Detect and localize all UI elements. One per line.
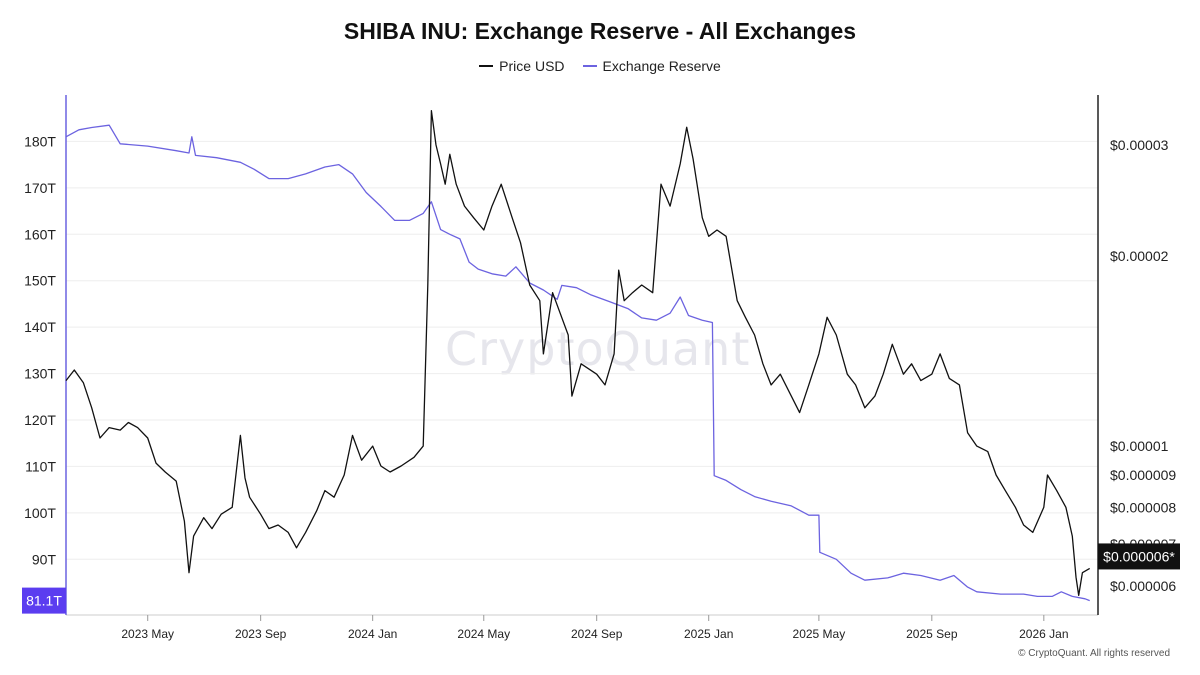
x-tick-label: 2024 Sep (571, 627, 623, 641)
y-right-tick-label: $0.000008 (1110, 499, 1176, 515)
x-tick-label: 2023 May (121, 627, 174, 641)
x-tick-label: 2025 May (793, 627, 846, 641)
x-tick-label: 2026 Jan (1019, 627, 1068, 641)
y-left-tick-label: 180T (24, 133, 56, 149)
x-tick-label: 2024 May (457, 627, 510, 641)
legend: Price USD Exchange Reserve (0, 58, 1200, 74)
legend-item-reserve[interactable]: Exchange Reserve (582, 58, 721, 74)
legend-swatch-reserve (582, 65, 597, 67)
y-left-tick-label: 90T (32, 551, 57, 567)
axis-layer: 90T 100T 110T 120T 130T 140T 150T 160T 170T 180T $… (24, 95, 1176, 641)
x-tick-label: 2025 Jan (684, 627, 733, 641)
y-right-tick-label: $0.00001 (1110, 438, 1169, 454)
y-right-tick-label: $0.00002 (1110, 248, 1169, 264)
legend-swatch-price (479, 65, 494, 67)
y-left-tick-label: 130T (24, 366, 56, 382)
y-left-tick-label: 150T (24, 273, 56, 289)
current-reserve-label: 81.1T (26, 593, 62, 609)
y-right-tick-label: $0.00003 (1110, 137, 1169, 153)
current-reserve-badge (22, 587, 66, 614)
label-layer: 81.1T $0.000006* (22, 543, 1180, 614)
y-left-tick-label: 170T (24, 180, 56, 196)
series-line-exchange-reserve (65, 124, 1090, 602)
grid-layer (66, 140, 1098, 560)
y-left-tick-label: 120T (24, 412, 56, 428)
watermark: CryptoQuant (445, 322, 751, 376)
y-right-tick-label: $0.000009 (1110, 467, 1176, 483)
y-left-tick-label: 160T (24, 226, 56, 242)
x-tick-label: 2023 Sep (235, 627, 287, 641)
legend-item-price[interactable]: Price USD (479, 58, 565, 74)
y-left-tick-label: 140T (24, 319, 56, 335)
series-line-price-usd (65, 110, 1091, 597)
x-tick-label: 2025 Sep (906, 627, 958, 641)
legend-label-reserve: Exchange Reserve (602, 58, 721, 74)
legend-label-price: Price USD (499, 58, 565, 74)
copyright-footer: © CryptoQuant. All rights reserved (1018, 648, 1170, 659)
current-price-badge (1098, 543, 1180, 570)
y-left-tick-label: 110T (25, 458, 56, 474)
chart-title: SHIBA INU: Exchange Reserve - All Exchan… (343, 18, 857, 44)
current-price-label: $0.000006* (1103, 548, 1175, 564)
y-right-tick-label: $0.000006 (1110, 578, 1176, 594)
y-left-tick-label: 100T (24, 505, 56, 521)
x-tick-label: 2024 Jan (348, 627, 397, 641)
series-layer (65, 110, 1091, 602)
